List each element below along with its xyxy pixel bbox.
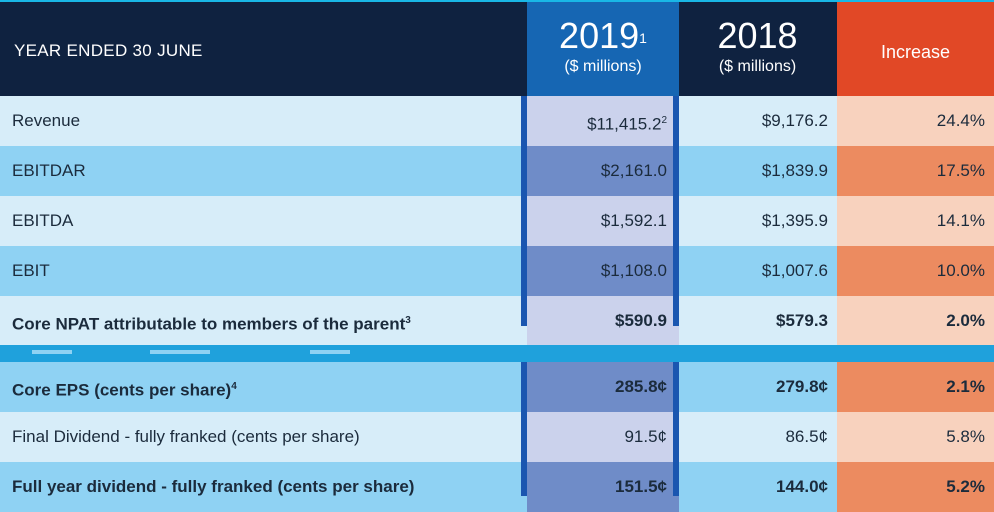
increase-cell-bg [837, 296, 994, 346]
row-increase: 17.5% [936, 161, 985, 180]
row-increase: 24.4% [936, 111, 985, 130]
increase-cell-bg [837, 96, 994, 146]
row-label: EBITDA [12, 211, 74, 230]
table-row-core-eps: Core EPS (cents per share)4 285.8¢ 279.8… [0, 362, 994, 412]
table-row-ebitdar: EBITDAR $2,161.0 $1,839.9 17.5% [0, 146, 994, 196]
row-value-2019: $1,108.0 [600, 261, 667, 280]
row-increase: 2.1% [946, 377, 985, 396]
increase-cell-bg [837, 362, 994, 412]
table-row-ebitda: EBITDA $1,592.1 $1,395.9 14.1% [0, 196, 994, 246]
row-increase: 10.0% [936, 261, 985, 280]
col-2019-cell-bg [527, 146, 679, 196]
row-value-2019: $11,415.22 [587, 114, 667, 134]
row-label: Revenue [12, 111, 81, 130]
header-2019-footnote: 1 [639, 30, 647, 46]
row-increase: 5.2% [946, 477, 985, 496]
header-2019-year-text: 2019 [559, 15, 640, 56]
row-label: Final Dividend - fully franked (cents pe… [12, 427, 360, 446]
header-increase-label: Increase [880, 42, 951, 62]
table-row [0, 196, 994, 246]
col-2019-cell-bg [527, 296, 679, 346]
table-row-final-dividend: Final Dividend - fully franked (cents pe… [0, 412, 994, 462]
col-2019-right-edge [673, 96, 679, 326]
increase-cell-bg [837, 246, 994, 296]
row-value-2018: 86.5¢ [785, 427, 828, 446]
col-2019-cell-bg [527, 96, 679, 146]
table-row-core-npat: Core NPAT attributable to members of the… [0, 296, 994, 346]
section-divider [0, 345, 994, 362]
row-value-2019: $2,161.0 [600, 161, 667, 180]
table-row-revenue: Revenue $11,415.22 $9,176.2 24.4% [0, 96, 994, 146]
table-row [0, 96, 994, 146]
row-value-2018: 144.0¢ [776, 477, 828, 496]
col-2019-cell-bg [527, 462, 679, 512]
row-label: Core NPAT attributable to members of the… [12, 314, 411, 334]
row-value-2019: $590.9 [615, 311, 667, 330]
row-label: Core EPS (cents per share)4 [12, 380, 237, 400]
increase-cell-bg [837, 146, 994, 196]
header-2019: 20191 ($ millions) [527, 2, 679, 96]
row-label: EBITDAR [12, 161, 86, 180]
header-2018: 2018 ($ millions) [680, 2, 835, 96]
row-value-2018: 279.8¢ [776, 377, 828, 396]
header-increase: Increase [837, 2, 994, 96]
increase-cell-bg [837, 196, 994, 246]
row-value-2018: $1,007.6 [761, 261, 828, 280]
row-value-2018: $1,395.9 [761, 211, 828, 230]
header-row-label: YEAR ENDED 30 JUNE [14, 41, 203, 60]
col-2019-cell-bg [527, 246, 679, 296]
increase-cell-bg [837, 462, 994, 512]
col-2019-cell-bg [527, 412, 679, 462]
header-2019-unit: ($ millions) [564, 58, 642, 75]
col-2019-cell-bg [527, 362, 679, 412]
row-increase: 14.1% [936, 211, 985, 230]
table-row [0, 462, 994, 512]
row-value-2018: $579.3 [776, 311, 828, 330]
table-row-full-year-dividend: Full year dividend - fully franked (cent… [0, 462, 994, 512]
table-row [0, 412, 994, 462]
table-row-ebit: EBIT $1,108.0 $1,007.6 10.0% [0, 246, 994, 296]
col-2019-cell-bg [527, 196, 679, 246]
table-row [0, 246, 994, 296]
header-2019-year: 20191 [527, 16, 679, 56]
table-header: YEAR ENDED 30 JUNE 20191 ($ millions) 20… [0, 0, 994, 96]
table-row [0, 146, 994, 196]
row-value-2019: 151.5¢ [615, 477, 667, 496]
row-value-2019: 285.8¢ [615, 377, 667, 396]
increase-cell-bg [837, 412, 994, 462]
row-label: EBIT [12, 261, 50, 280]
row-increase: 5.8% [946, 427, 985, 446]
table-row [0, 296, 994, 346]
table-row [0, 362, 994, 412]
row-value-2018: $9,176.2 [761, 111, 828, 130]
row-value-2019: $1,592.1 [600, 211, 667, 230]
col-2019-left-edge [521, 96, 527, 326]
row-value-2018: $1,839.9 [761, 161, 828, 180]
col-2019-right-edge [673, 362, 679, 496]
row-increase: 2.0% [946, 311, 985, 330]
col-2019-left-edge [521, 362, 527, 496]
header-2018-year: 2018 [717, 15, 798, 56]
row-label: Full year dividend - fully franked (cent… [12, 477, 415, 496]
header-2018-unit: ($ millions) [718, 58, 797, 75]
row-value-2019: 91.5¢ [624, 427, 667, 446]
